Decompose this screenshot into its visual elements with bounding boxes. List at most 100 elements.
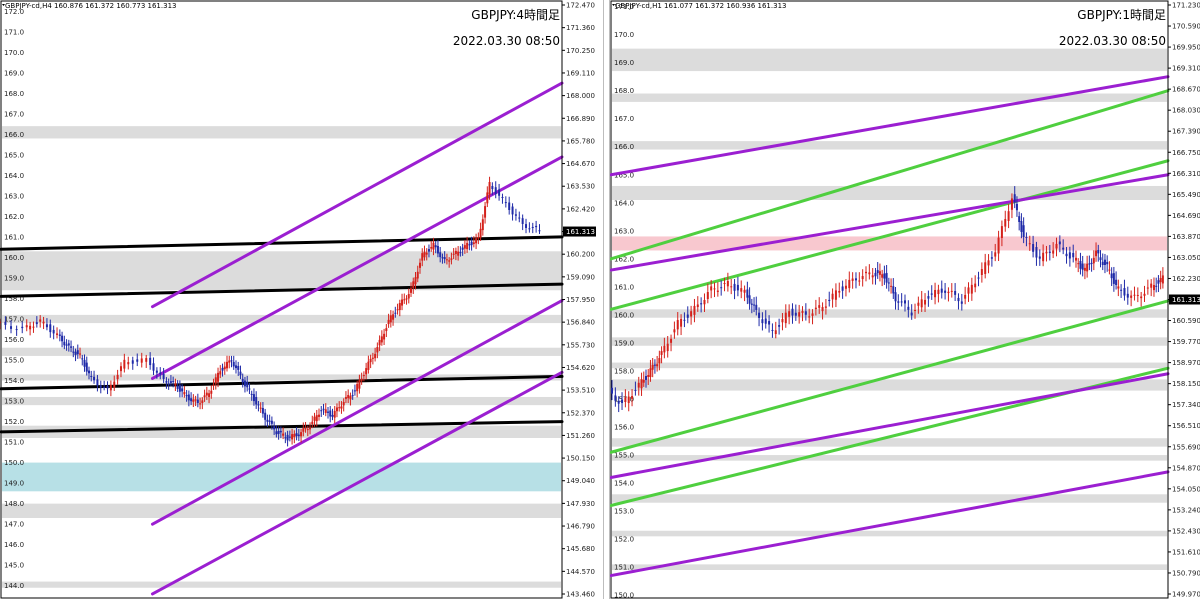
candle-body-136 bbox=[1028, 243, 1031, 245]
candle-body-35 bbox=[109, 384, 112, 391]
candle-body-95 bbox=[266, 419, 269, 422]
candle-body-163 bbox=[418, 262, 421, 268]
candle-body-91 bbox=[257, 404, 260, 406]
candle-body-23 bbox=[76, 350, 79, 355]
right-tick-label-25: 144.570 bbox=[566, 568, 595, 576]
candle-body-84 bbox=[871, 275, 874, 278]
zone-band-4 bbox=[2, 374, 561, 381]
left-tick-label-3: 168.0 bbox=[614, 87, 634, 95]
candle-body-55 bbox=[176, 386, 179, 389]
candle-body-19 bbox=[67, 343, 70, 346]
candle-body-140 bbox=[367, 361, 370, 370]
candle-body-113 bbox=[957, 297, 960, 302]
candle-body-93 bbox=[261, 407, 264, 414]
candle-body-60 bbox=[791, 308, 794, 316]
candle-body-30 bbox=[696, 304, 699, 308]
candle-body-150 bbox=[1074, 257, 1077, 261]
candle-body-128 bbox=[340, 406, 343, 409]
candle-body-100 bbox=[914, 309, 917, 311]
panel-divider[interactable] bbox=[603, 0, 610, 599]
right-tick-label-12: 163.050 bbox=[1172, 254, 1200, 262]
candle-body-179 bbox=[1150, 283, 1153, 288]
candle-body-22 bbox=[670, 338, 673, 343]
candle-body-98 bbox=[907, 306, 910, 310]
left-tick-label-2: 170.0 bbox=[4, 49, 24, 57]
left-tick-label-10: 162.0 bbox=[4, 213, 24, 221]
chart-panel-h1[interactable]: 171.0 170.0 169.0 168.0 167.0 166.0 165.0 164.0… bbox=[610, 0, 1200, 599]
chart-h4-svg[interactable]: 172.0 171.0 170.0 169.0 168.0 167.0 166.0 165.0… bbox=[0, 0, 603, 599]
candle-body-24 bbox=[676, 320, 679, 330]
candle-body-137 bbox=[360, 378, 363, 381]
candle-body-48 bbox=[753, 304, 756, 306]
candle-body-193 bbox=[486, 192, 489, 204]
right-tick-label-8: 163.530 bbox=[566, 183, 595, 191]
candle-body-36 bbox=[716, 290, 719, 292]
candle-body-81 bbox=[234, 365, 237, 369]
candle-body-130 bbox=[344, 397, 347, 399]
right-tick-label-6: 165.780 bbox=[566, 137, 595, 145]
candle-body-38 bbox=[119, 366, 122, 372]
candle-body-124 bbox=[994, 252, 997, 257]
candle-body-80 bbox=[858, 280, 861, 282]
zone-band-10 bbox=[612, 455, 1167, 461]
candle-body-92 bbox=[890, 285, 893, 287]
zone-band-8 bbox=[2, 503, 561, 518]
candle-body-80 bbox=[232, 361, 235, 367]
candle-body-119 bbox=[320, 410, 323, 412]
candle-body-8 bbox=[35, 322, 38, 325]
zone-band-9 bbox=[612, 438, 1167, 447]
candle-body-7 bbox=[32, 326, 35, 328]
right-tick-label-18: 152.370 bbox=[566, 409, 595, 417]
candle-body-182 bbox=[461, 247, 464, 250]
candle-body-118 bbox=[318, 414, 321, 417]
zone-band-4 bbox=[612, 236, 1167, 251]
candle-body-146 bbox=[380, 336, 383, 343]
candle-body-9 bbox=[637, 382, 640, 388]
candle-body-52 bbox=[764, 318, 767, 324]
left-tick-label-21: 150.0 bbox=[614, 592, 634, 599]
chart-title: GBPJPY:1時間足 bbox=[1077, 8, 1166, 22]
candle-body-27 bbox=[686, 314, 689, 318]
candle-body-60 bbox=[187, 394, 190, 401]
candle-body-12 bbox=[49, 324, 52, 333]
candle-body-69 bbox=[208, 393, 211, 398]
candle-body-159 bbox=[410, 288, 413, 293]
right-tick-label-26: 143.460 bbox=[566, 591, 595, 599]
candle-body-17 bbox=[63, 341, 66, 346]
zone-band-2 bbox=[2, 314, 561, 324]
zone-band-2 bbox=[612, 141, 1167, 150]
candle-body-187 bbox=[472, 242, 475, 245]
candle-body-168 bbox=[1115, 279, 1118, 286]
candle-body-45 bbox=[746, 289, 749, 298]
candle-body-97 bbox=[903, 300, 906, 304]
candle-body-89 bbox=[252, 394, 255, 402]
candle-body-93 bbox=[892, 286, 895, 294]
candle-body-54 bbox=[174, 383, 177, 386]
candle-body-188 bbox=[475, 238, 478, 244]
candle-body-71 bbox=[828, 299, 831, 302]
candle-body-53 bbox=[768, 321, 771, 325]
candle-body-15 bbox=[58, 334, 61, 336]
candle-body-85 bbox=[243, 380, 246, 387]
candle-body-46 bbox=[152, 363, 155, 371]
candle-body-115 bbox=[964, 294, 967, 299]
zone-band-1 bbox=[2, 251, 561, 291]
candle-body-146 bbox=[1062, 247, 1065, 250]
chart-h1-svg[interactable]: 171.0 170.0 169.0 168.0 167.0 166.0 165.0 164.0… bbox=[610, 0, 1200, 599]
chart-panel-h4[interactable]: 172.0 171.0 170.0 169.0 168.0 167.0 166.0 165.0… bbox=[0, 0, 603, 599]
candle-body-178 bbox=[452, 253, 455, 255]
candle-body-127 bbox=[338, 407, 341, 409]
candle-body-40 bbox=[730, 286, 733, 288]
left-tick-label-20: 151.0 bbox=[614, 564, 634, 572]
current-price-label: 161.313 bbox=[1172, 296, 1200, 304]
candle-body-75 bbox=[221, 367, 224, 371]
candle-body-11 bbox=[45, 324, 48, 328]
candle-body-8 bbox=[634, 389, 637, 391]
right-tick-label-21: 155.690 bbox=[1172, 443, 1200, 451]
candle-body-13 bbox=[647, 375, 650, 377]
candle-body-81 bbox=[861, 276, 864, 280]
candle-body-43 bbox=[140, 358, 143, 363]
candle-body-50 bbox=[758, 312, 761, 318]
candle-body-43 bbox=[740, 288, 743, 292]
candle-body-150 bbox=[389, 315, 392, 323]
